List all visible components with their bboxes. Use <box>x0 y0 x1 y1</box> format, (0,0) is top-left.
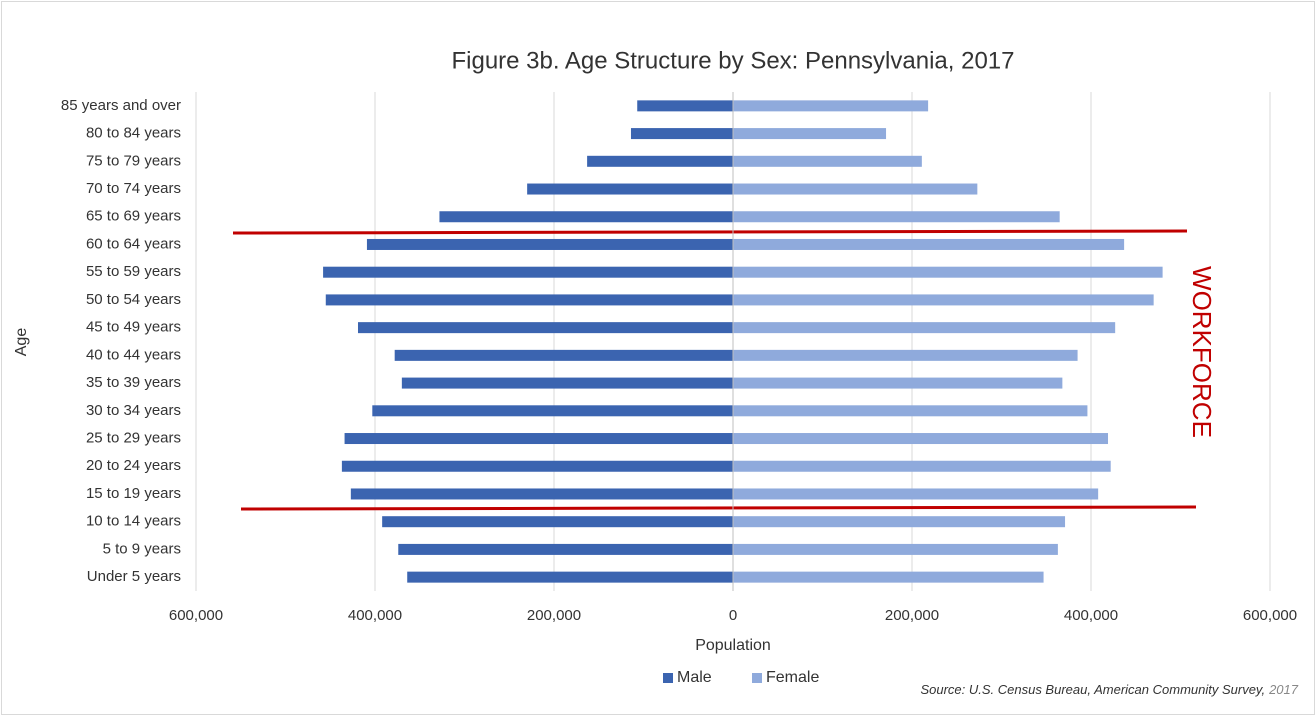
workforce-line-top <box>232 229 1188 235</box>
y-tick-label: 85 years and over <box>61 97 181 114</box>
bar <box>357 322 733 334</box>
bar <box>733 543 1058 555</box>
bar <box>733 349 1078 361</box>
y-tick-label: 70 to 74 years <box>86 180 181 197</box>
bar <box>587 155 733 167</box>
bar <box>733 516 1066 528</box>
bar <box>407 571 733 583</box>
y-tick-label: 5 to 9 years <box>103 540 181 557</box>
x-tick-label: 200,000 <box>885 607 939 624</box>
workforce-line-bottom <box>240 505 1197 511</box>
annotation: WORKFORCE <box>1187 266 1217 438</box>
x-tick-label: 600,000 <box>169 607 223 624</box>
bar <box>733 100 929 112</box>
bar <box>439 211 733 223</box>
x-tick-label: 200,000 <box>527 607 581 624</box>
chart-title: Figure 3b. Age Structure by Sex: Pennsyl… <box>451 47 1014 74</box>
bar <box>733 322 1116 334</box>
x-tick-label: 600,000 <box>1243 607 1297 624</box>
y-tick-label: 50 to 54 years <box>86 291 181 308</box>
bar <box>733 571 1044 583</box>
legend: Male Female <box>663 669 819 686</box>
bar <box>733 294 1154 306</box>
bar <box>733 211 1060 223</box>
y-axis-label: Age <box>13 328 30 357</box>
bar <box>733 488 1099 500</box>
y-tick-label: 10 to 14 years <box>86 513 181 530</box>
bar <box>382 516 733 528</box>
legend-label: Female <box>766 669 819 686</box>
x-tick-label: 400,000 <box>1064 607 1118 624</box>
bar <box>341 460 733 472</box>
bar <box>733 128 887 140</box>
bar <box>398 543 733 555</box>
y-tick-label: 15 to 19 years <box>86 485 181 502</box>
bar <box>637 100 733 112</box>
source: Source: U.S. Census Bureau, American Com… <box>920 682 1298 697</box>
bar <box>733 183 978 195</box>
x-tick-label: 400,000 <box>348 607 402 624</box>
y-tick-label: 55 to 59 years <box>86 263 181 280</box>
x-tick-label: 0 <box>729 607 737 624</box>
y-tick-label: 45 to 49 years <box>86 319 181 336</box>
x-axis-label: Population <box>695 637 771 654</box>
y-tick-label: Under 5 years <box>87 568 181 585</box>
y-tick-label: 80 to 84 years <box>86 125 181 142</box>
bar <box>733 433 1109 445</box>
y-tick-label: 20 to 24 years <box>86 457 181 474</box>
bars <box>323 100 1163 583</box>
bar <box>372 405 733 417</box>
source-text: Source: U.S. Census Bureau, American Com… <box>920 682 1265 697</box>
y-tick-label: 35 to 39 years <box>86 374 181 391</box>
y-tick-label: 25 to 29 years <box>86 429 181 446</box>
bar <box>344 433 733 445</box>
legend-swatch <box>752 673 762 683</box>
bar <box>323 266 733 278</box>
bar <box>401 377 733 389</box>
bar <box>350 488 733 500</box>
bar <box>630 128 733 140</box>
bar <box>733 460 1111 472</box>
bar <box>325 294 733 306</box>
y-tick-label: 65 to 69 years <box>86 208 181 225</box>
bar <box>394 349 733 361</box>
bar <box>527 183 733 195</box>
bar <box>733 266 1163 278</box>
y-tick-label: 40 to 44 years <box>86 346 181 363</box>
bar <box>733 405 1088 417</box>
bar <box>733 377 1063 389</box>
bar <box>366 238 733 250</box>
legend-label: Male <box>677 669 712 686</box>
bar <box>733 155 922 167</box>
bar <box>733 238 1125 250</box>
source-year: 2017 <box>1268 682 1299 697</box>
y-tick-label: 30 to 34 years <box>86 402 181 419</box>
y-tick-label: 60 to 64 years <box>86 235 181 252</box>
legend-swatch <box>663 673 673 683</box>
y-tick-label: 75 to 79 years <box>86 152 181 169</box>
